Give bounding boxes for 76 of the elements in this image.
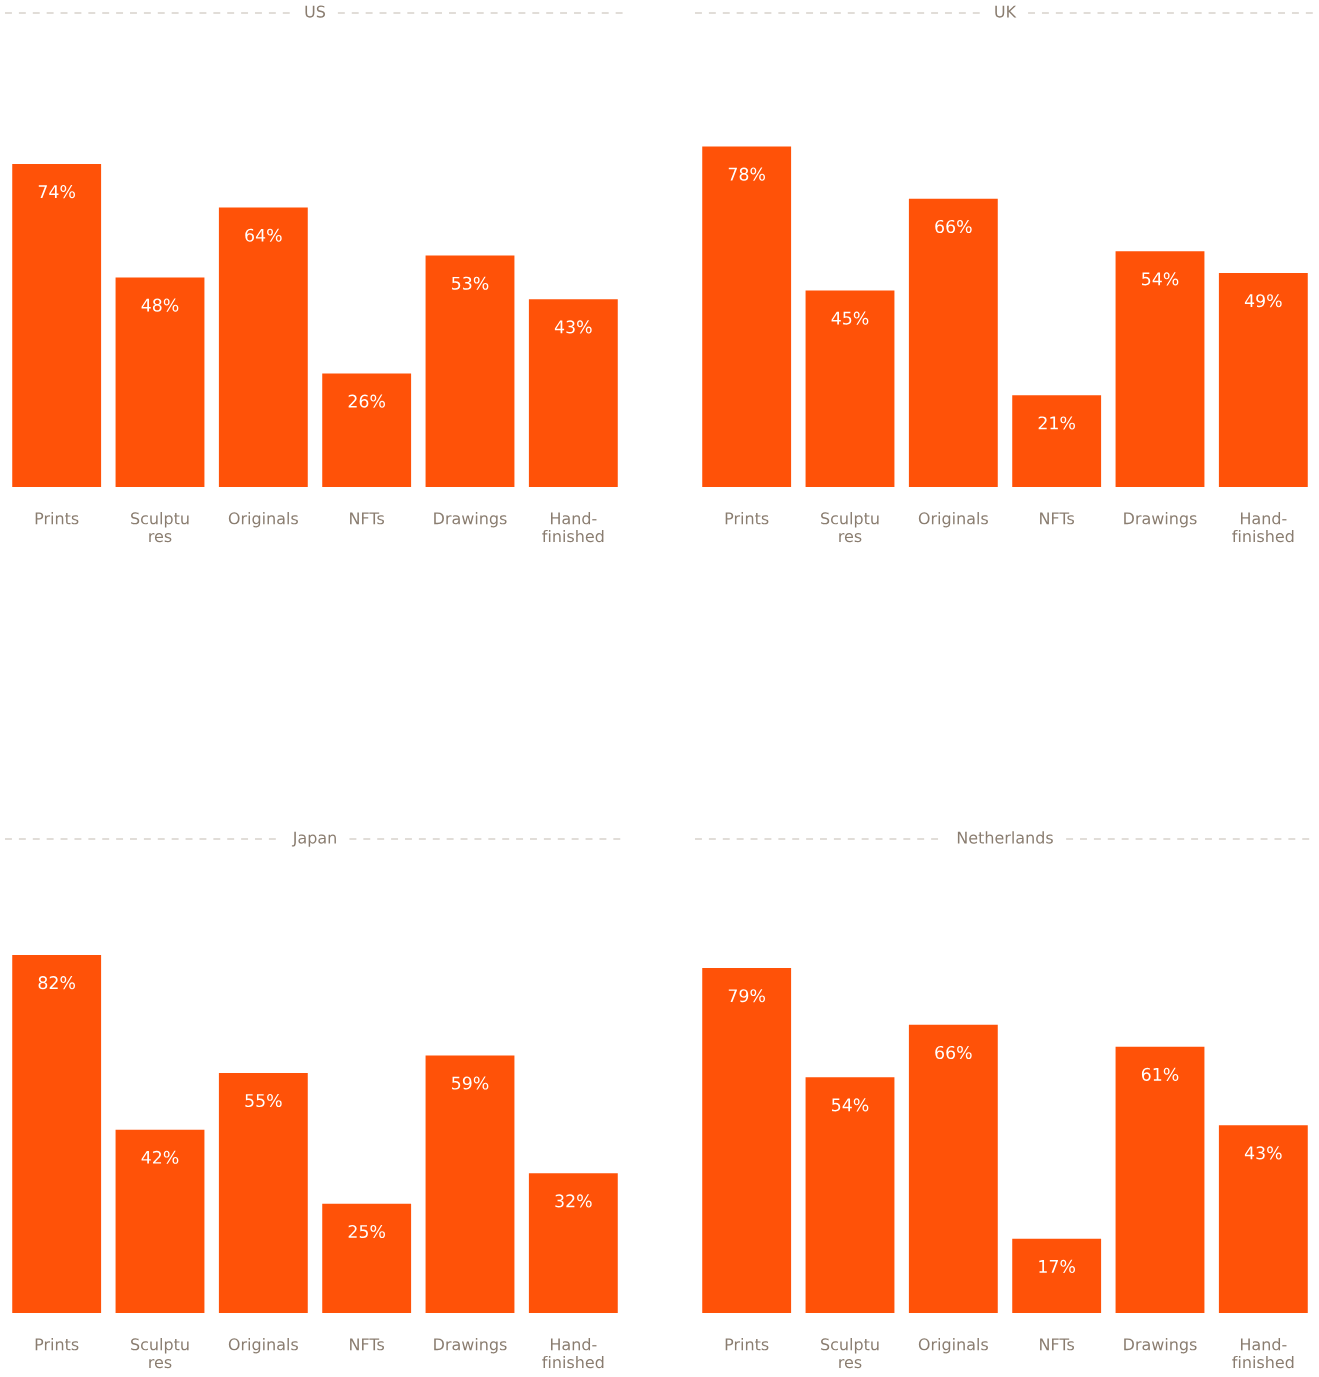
data-label: 59% (452, 1076, 489, 1090)
bar (425, 255, 515, 487)
data-label: 61% (1141, 1067, 1179, 1081)
bar (908, 1024, 998, 1313)
bar (12, 955, 102, 1313)
bar (908, 198, 998, 487)
x-tick-label: Hand- finished (542, 1338, 604, 1369)
x-tick-label: Drawings (1124, 1338, 1197, 1354)
x-tick-label: Originals (918, 512, 988, 528)
data-label: 48% (141, 298, 179, 312)
data-label: 25% (348, 1224, 385, 1239)
data-label: 54% (832, 1098, 869, 1112)
bar (528, 1173, 618, 1313)
x-tick-label: Prints (725, 1338, 769, 1351)
data-label: 43% (554, 320, 592, 334)
bar (115, 1129, 205, 1313)
bar (1115, 251, 1205, 487)
bar (702, 146, 792, 487)
data-label: 43% (1244, 1146, 1282, 1160)
bar (1115, 1046, 1205, 1313)
data-label: 21% (1038, 416, 1075, 430)
bar (528, 299, 618, 487)
bar (425, 1055, 515, 1313)
data-label: 53% (452, 276, 489, 290)
bar (115, 277, 205, 487)
x-tick-label: Sculptu res (821, 512, 879, 543)
x-tick-label: NFTs (350, 1338, 385, 1351)
data-label: 66% (935, 219, 972, 234)
data-label: 42% (141, 1150, 179, 1164)
data-label: 74% (38, 185, 75, 199)
data-label: 54% (1142, 272, 1179, 286)
x-tick-label: Sculptu res (131, 512, 189, 543)
x-tick-label: NFTs (350, 512, 385, 525)
chart-title: UK (995, 5, 1017, 18)
x-tick-label: Drawings (1124, 512, 1197, 528)
data-label: 55% (245, 1093, 282, 1108)
x-tick-label: Prints (35, 1338, 79, 1351)
data-label: 66% (935, 1045, 972, 1060)
x-tick-label: Hand- finished (1232, 1338, 1294, 1369)
x-tick-label: Sculptu res (131, 1338, 189, 1369)
bar (1012, 1238, 1102, 1313)
data-label: 32% (555, 1194, 592, 1208)
data-label: 45% (831, 311, 869, 325)
data-label: 78% (728, 167, 765, 181)
data-label: 82% (38, 976, 75, 990)
x-tick-label: NFTs (1040, 1338, 1075, 1351)
x-tick-label: Prints (725, 512, 769, 525)
chart-title: Netherlands (957, 831, 1053, 844)
data-label: 26% (348, 394, 385, 408)
bar (322, 1203, 412, 1313)
bar (1218, 273, 1308, 487)
bar (805, 1077, 895, 1313)
data-label: 79% (728, 989, 765, 1003)
data-label: 64% (245, 228, 282, 242)
x-tick-label: NFTs (1040, 512, 1075, 525)
x-tick-label: Hand- finished (1232, 512, 1294, 543)
data-label: 49% (1244, 294, 1282, 308)
bar (218, 1072, 308, 1313)
bar (805, 290, 895, 487)
bar (702, 968, 792, 1313)
bar (12, 163, 102, 487)
x-tick-label: Hand- finished (542, 512, 604, 543)
chart-title: US (305, 5, 326, 18)
x-tick-label: Drawings (434, 1338, 507, 1354)
bar (1012, 395, 1102, 487)
bar (322, 373, 412, 487)
x-tick-label: Originals (228, 1338, 298, 1354)
bar (218, 207, 308, 487)
x-tick-label: Prints (35, 512, 79, 525)
bar (1218, 1125, 1308, 1313)
chart-title: Japan (291, 831, 336, 847)
x-tick-label: Originals (918, 1338, 988, 1354)
data-label: 17% (1039, 1259, 1075, 1273)
x-tick-label: Sculptu res (821, 1338, 879, 1369)
x-tick-label: Drawings (434, 512, 507, 528)
x-tick-label: Originals (228, 512, 298, 528)
